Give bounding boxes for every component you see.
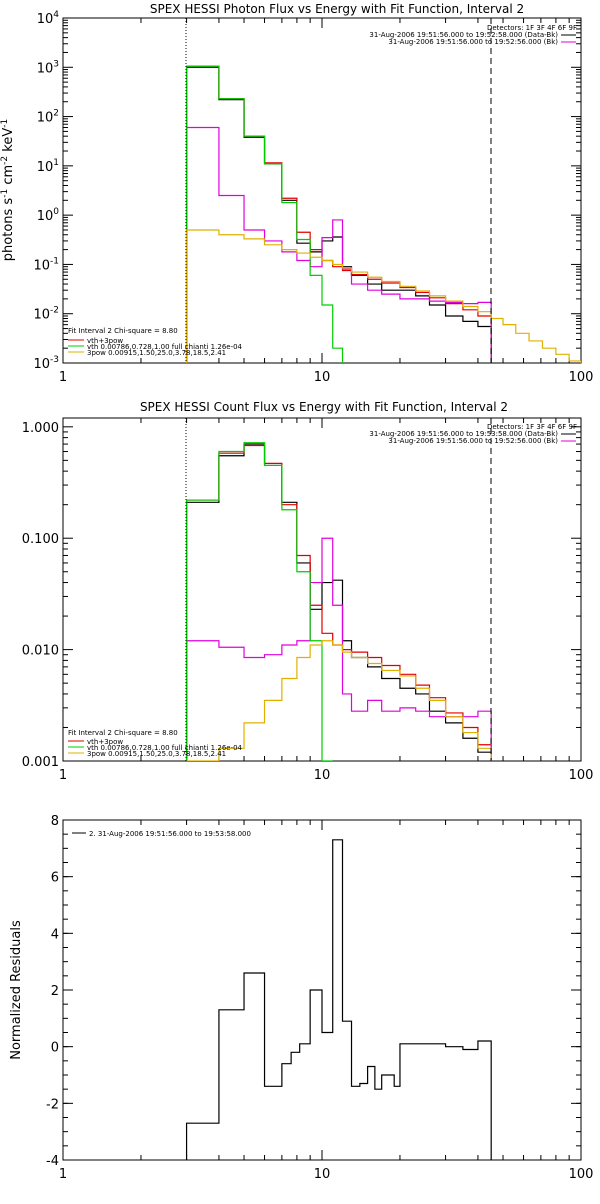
x-tick-label: 1 <box>59 768 67 783</box>
residuals-panel: 1 10 100 -4 -2 0 2 4 6 8 Normalized Residuals 2. … <box>9 814 593 1182</box>
y-tick-label: 8 <box>51 814 59 829</box>
count-legend-bk: 31-Aug-2006 19:51:56.000 to 19:53:58.000… <box>369 430 558 438</box>
x-tick-label: 1 <box>59 1167 67 1182</box>
y-tick-label: 0 <box>51 1041 59 1056</box>
x-tick-label: 100 <box>569 768 594 783</box>
series-2-31-aug-2006-19-51-56-000-to-19-53-58-000 <box>185 839 492 1160</box>
series-bk <box>185 126 492 363</box>
series-data-bk <box>185 66 492 363</box>
photon-legend-top: Detectors: 1F 3F 4F 6F 9F 31-Aug-2006 19… <box>369 24 577 46</box>
series-vth <box>185 442 333 761</box>
count-fit-total: vth+3pow <box>87 738 123 746</box>
photon-plot-frame <box>62 17 582 364</box>
photon-series <box>185 65 581 363</box>
count-legend-bk-sub: 31-Aug-2006 19:51:56.000 to 19:52:56.000… <box>388 437 558 445</box>
y-tick-label: 0.010 <box>22 644 59 659</box>
y-tick-label: 4 <box>51 927 59 942</box>
photon-fit-total: vth+3pow <box>87 337 123 345</box>
series-3pow <box>186 640 492 761</box>
photon-fit-header: Fit Interval 2 Chi-square = 8.80 <box>68 327 178 335</box>
x-tick-label: 1 <box>59 370 67 385</box>
photon-axis-ticks: 1 10 100 10-3 10-2 10-1 100 101 102 103 104 <box>33 10 593 385</box>
photon-legend-bk-sub: 31-Aug-2006 19:51:56.000 to 19:52:56.000… <box>388 38 558 46</box>
x-tick-label: 10 <box>314 1167 331 1182</box>
series-vth <box>185 65 344 363</box>
y-tick-label: 101 <box>37 158 59 175</box>
photon-flux-panel: SPEX HESSI Photon Flux vs Energy with Fi… <box>0 2 593 385</box>
x-tick-label: 10 <box>314 768 331 783</box>
count-fit-vth: vth 0.00786,0.728,1.00 full chianti 1.26… <box>87 744 243 752</box>
count-legend-top: Detectors: 1F 3F 4F 6F 9F 31-Aug-2006 19… <box>369 423 577 445</box>
y-tick-label: -4 <box>46 1154 59 1169</box>
residuals-legend: 2. 31-Aug-2006 19:51:56.000 to 19:53:58.… <box>89 830 251 838</box>
residuals-ylabel: Normalized Residuals <box>9 920 24 1060</box>
count-fit-3pow: 3pow 0.00915,1.50,25.0,3.78,18.5,2.41 <box>87 750 226 758</box>
photon-detectors-label: Detectors: 1F 3F 4F 6F 9F <box>487 24 577 32</box>
photon-fit-vth: vth 0.00786,0.728,1.00 full chianti 1.26… <box>87 343 243 351</box>
x-tick-label: 100 <box>569 370 594 385</box>
series-bk <box>185 537 492 761</box>
y-tick-label: 10-1 <box>33 256 59 273</box>
y-tick-label: 10-2 <box>33 306 59 323</box>
count-series <box>185 442 492 761</box>
residuals-axis-ticks: 1 10 100 -4 -2 0 2 4 6 8 <box>46 814 593 1182</box>
y-tick-label: 6 <box>51 871 59 886</box>
y-tick-label: -2 <box>46 1097 59 1112</box>
count-flux-panel: SPEX HESSI Count Flux vs Energy with Fit… <box>22 400 594 783</box>
x-tick-label: 10 <box>314 370 331 385</box>
y-tick-label: 102 <box>37 109 59 126</box>
residuals-series <box>185 839 492 1160</box>
x-tick-label: 100 <box>569 1167 594 1182</box>
photon-panel-title: SPEX HESSI Photon Flux vs Energy with Fi… <box>150 2 524 16</box>
y-tick-label: 1.000 <box>22 421 59 436</box>
y-tick-label: 0.001 <box>22 755 59 770</box>
count-fit-legend: Fit Interval 2 Chi-square = 8.80 vth+3po… <box>68 729 243 758</box>
y-tick-label: 2 <box>51 984 59 999</box>
count-fit-header: Fit Interval 2 Chi-square = 8.80 <box>68 729 178 737</box>
y-tick-label: 10-3 <box>33 355 59 372</box>
photon-fit-legend: Fit Interval 2 Chi-square = 8.80 vth+3po… <box>68 327 243 357</box>
count-panel-title: SPEX HESSI Count Flux vs Energy with Fit… <box>140 400 508 414</box>
photon-legend-bk: 31-Aug-2006 19:51:56.000 to 19:52:58.000… <box>369 31 558 39</box>
y-tick-label: 100 <box>37 207 60 224</box>
count-detectors-label: Detectors: 1F 3F 4F 6F 9F <box>487 423 577 431</box>
count-axis-ticks: 1 10 100 0.001 0.010 0.100 1.000 <box>22 418 594 783</box>
series-3pow <box>185 229 581 363</box>
photon-fit-3pow: 3pow 0.00915,1.50,25.0,3.78,18.5,2.41 <box>87 349 226 357</box>
series-vth-3pow <box>185 65 492 363</box>
y-tick-label: 0.100 <box>22 532 59 547</box>
y-tick-label: 104 <box>37 10 60 27</box>
photon-ylabel: photons s-1 cm-2 keV-1 <box>0 119 16 261</box>
y-tick-label: 103 <box>37 59 59 76</box>
